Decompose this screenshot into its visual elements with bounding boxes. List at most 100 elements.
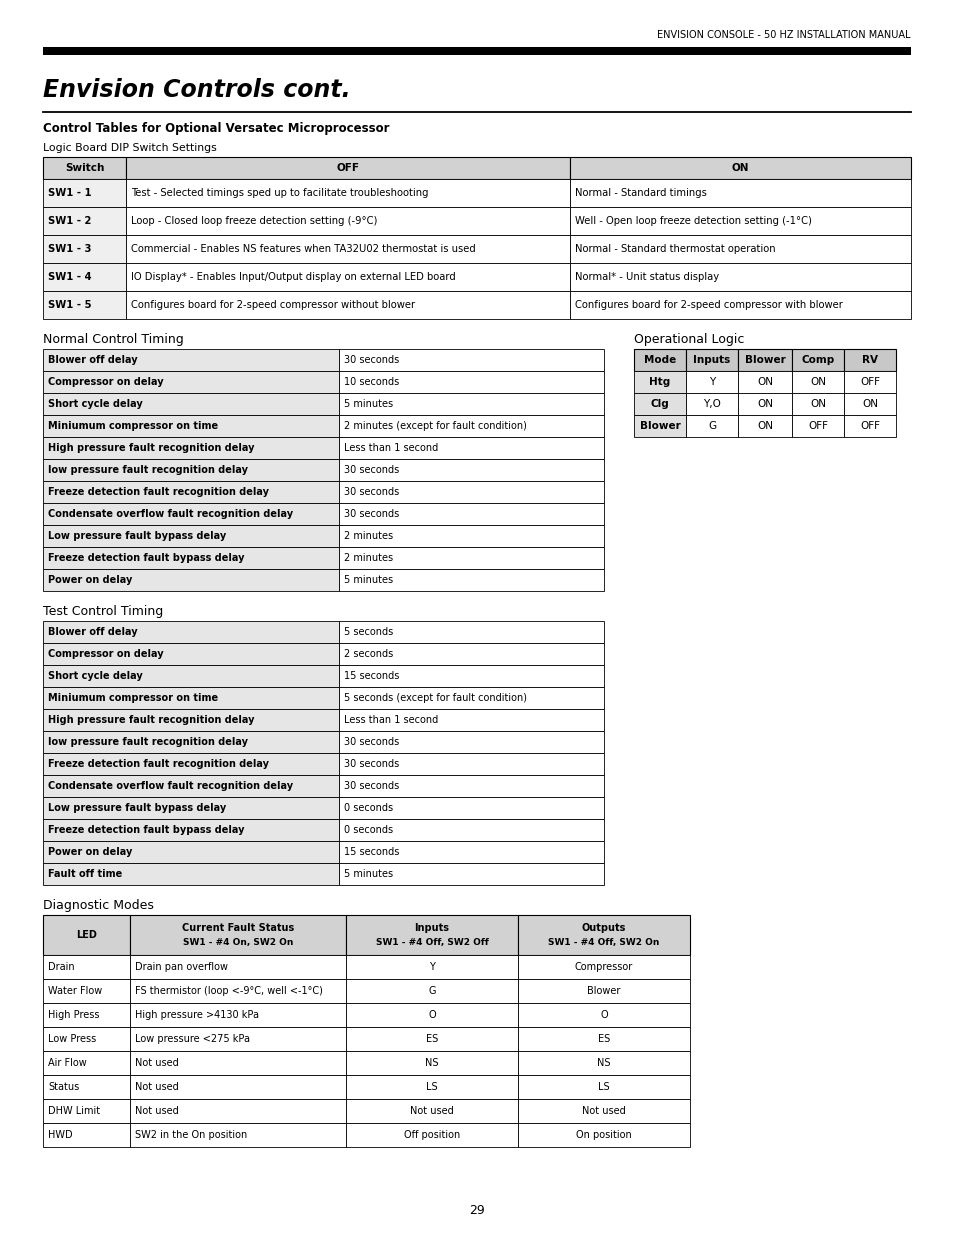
Bar (338, 370, 603, 393)
Bar (130, 1028, 346, 1051)
Text: 2 seconds: 2 seconds (344, 650, 393, 659)
Text: Miniumum compressor on time: Miniumum compressor on time (48, 693, 218, 703)
Text: ON: ON (757, 399, 772, 409)
Bar (634, 393, 685, 415)
Text: Blower: Blower (744, 354, 784, 366)
Bar (346, 1003, 517, 1028)
Bar (346, 1074, 517, 1099)
Bar (43, 263, 126, 291)
Text: LED: LED (76, 930, 97, 940)
Text: Normal - Standard timings: Normal - Standard timings (575, 188, 706, 198)
Bar (569, 207, 910, 235)
Text: Normal* - Unit status display: Normal* - Unit status display (575, 272, 719, 282)
Bar (338, 350, 603, 370)
Text: 5 seconds (except for fault condition): 5 seconds (except for fault condition) (344, 693, 526, 703)
Text: OFF: OFF (859, 377, 879, 387)
Text: Air Flow: Air Flow (48, 1058, 87, 1068)
Text: OFF: OFF (859, 421, 879, 431)
Text: HWD: HWD (48, 1130, 72, 1140)
Bar (43, 350, 338, 370)
Bar (791, 415, 843, 437)
Text: Well - Open loop freeze detection setting (-1°C): Well - Open loop freeze detection settin… (575, 216, 811, 226)
Text: Inputs: Inputs (414, 923, 449, 932)
Bar (685, 370, 738, 393)
Text: 2 minutes: 2 minutes (344, 531, 393, 541)
Bar (43, 841, 338, 863)
Text: 5 minutes: 5 minutes (344, 869, 393, 879)
Bar (517, 1123, 689, 1147)
Text: SW1 - 4: SW1 - 4 (48, 272, 91, 282)
Text: Low pressure <275 kPa: Low pressure <275 kPa (135, 1034, 250, 1044)
Text: Freeze detection fault recognition delay: Freeze detection fault recognition delay (48, 487, 269, 496)
Text: Water Flow: Water Flow (48, 986, 102, 995)
Bar (338, 503, 603, 525)
Bar (126, 235, 569, 263)
Text: High pressure fault recognition delay: High pressure fault recognition delay (48, 443, 254, 453)
Text: DHW Limit: DHW Limit (48, 1107, 100, 1116)
Text: Test Control Timing: Test Control Timing (43, 605, 163, 618)
Text: ON: ON (809, 399, 825, 409)
Text: Short cycle delay: Short cycle delay (48, 671, 143, 680)
Bar (338, 687, 603, 709)
Bar (338, 569, 603, 592)
Bar (126, 291, 569, 319)
Bar (346, 915, 517, 955)
Bar (791, 350, 843, 370)
Text: SW1 - 5: SW1 - 5 (48, 300, 91, 310)
Text: ES: ES (598, 1034, 610, 1044)
Bar (338, 415, 603, 437)
Bar (569, 263, 910, 291)
Bar (685, 415, 738, 437)
Bar (43, 547, 338, 569)
Text: Inputs: Inputs (693, 354, 730, 366)
Text: ES: ES (425, 1034, 437, 1044)
Text: ON: ON (757, 377, 772, 387)
Text: Y,O: Y,O (702, 399, 720, 409)
Bar (43, 437, 338, 459)
Bar (130, 915, 346, 955)
Text: Commercial - Enables NS features when TA32U02 thermostat is used: Commercial - Enables NS features when TA… (131, 245, 476, 254)
Bar (738, 415, 791, 437)
Bar (569, 291, 910, 319)
Text: 30 seconds: 30 seconds (344, 737, 399, 747)
Text: Blower: Blower (587, 986, 620, 995)
Bar (338, 664, 603, 687)
Text: Outputs: Outputs (581, 923, 625, 932)
Bar (43, 664, 338, 687)
Bar (338, 525, 603, 547)
Bar (346, 1123, 517, 1147)
Text: Compressor on delay: Compressor on delay (48, 650, 164, 659)
Bar (43, 955, 130, 979)
Text: Not used: Not used (410, 1107, 454, 1116)
Bar (517, 979, 689, 1003)
Text: SW1 - #4 On, SW2 On: SW1 - #4 On, SW2 On (183, 939, 293, 947)
Text: SW2 in the On position: SW2 in the On position (135, 1130, 247, 1140)
Text: Low pressure fault bypass delay: Low pressure fault bypass delay (48, 531, 226, 541)
Bar (738, 393, 791, 415)
Bar (43, 1051, 130, 1074)
Bar (634, 415, 685, 437)
Text: low pressure fault recognition delay: low pressure fault recognition delay (48, 466, 248, 475)
Bar (338, 437, 603, 459)
Bar (43, 393, 338, 415)
Bar (517, 955, 689, 979)
Text: NS: NS (425, 1058, 438, 1068)
Text: Not used: Not used (135, 1058, 178, 1068)
Text: SW1 - 1: SW1 - 1 (48, 188, 91, 198)
Text: 5 minutes: 5 minutes (344, 399, 393, 409)
Text: 15 seconds: 15 seconds (344, 847, 399, 857)
Text: 15 seconds: 15 seconds (344, 671, 399, 680)
Text: 30 seconds: 30 seconds (344, 466, 399, 475)
Bar (43, 525, 338, 547)
Bar (569, 179, 910, 207)
Bar (43, 819, 338, 841)
Text: Freeze detection fault recognition delay: Freeze detection fault recognition delay (48, 760, 269, 769)
Bar (43, 915, 130, 955)
Bar (43, 370, 338, 393)
Text: 5 seconds: 5 seconds (344, 627, 393, 637)
Text: 30 seconds: 30 seconds (344, 760, 399, 769)
Text: Normal - Standard thermostat operation: Normal - Standard thermostat operation (575, 245, 775, 254)
Bar (43, 1028, 130, 1051)
Text: High Press: High Press (48, 1010, 99, 1020)
Text: Drain pan overflow: Drain pan overflow (135, 962, 228, 972)
